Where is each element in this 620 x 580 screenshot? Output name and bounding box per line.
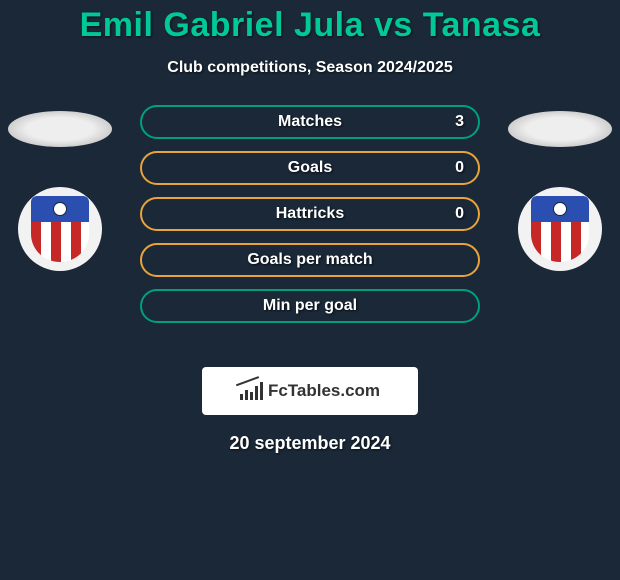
player-left-placeholder [8,111,112,147]
club-crest-icon [31,196,89,262]
stat-right-value: 0 [455,159,464,177]
stat-row-goals: Goals 0 [140,151,480,185]
stat-row-goals-per-match: Goals per match [140,243,480,277]
player-right-placeholder [508,111,612,147]
stat-right-value: 0 [455,205,464,223]
date-label: 20 september 2024 [0,433,620,454]
stat-label: Matches [278,113,342,131]
stat-row-min-per-goal: Min per goal [140,289,480,323]
stat-label: Hattricks [276,205,344,223]
stat-bars: Matches 3 Goals 0 Hattricks 0 Goals per … [140,105,480,335]
club-crest-icon [531,196,589,262]
stat-label: Min per goal [263,297,357,315]
stat-right-value: 3 [455,113,464,131]
club-badge-right [518,187,602,271]
club-badge-left [18,187,102,271]
comparison-stage: Matches 3 Goals 0 Hattricks 0 Goals per … [0,105,620,355]
stat-row-matches: Matches 3 [140,105,480,139]
stat-label: Goals per match [247,251,372,269]
stat-label: Goals [288,159,332,177]
stat-row-hattricks: Hattricks 0 [140,197,480,231]
watermark-text: FcTables.com [268,381,380,401]
watermark: FcTables.com [202,367,418,415]
chart-icon [240,382,262,400]
subtitle: Club competitions, Season 2024/2025 [0,59,620,77]
page-title: Emil Gabriel Jula vs Tanasa [0,0,620,45]
